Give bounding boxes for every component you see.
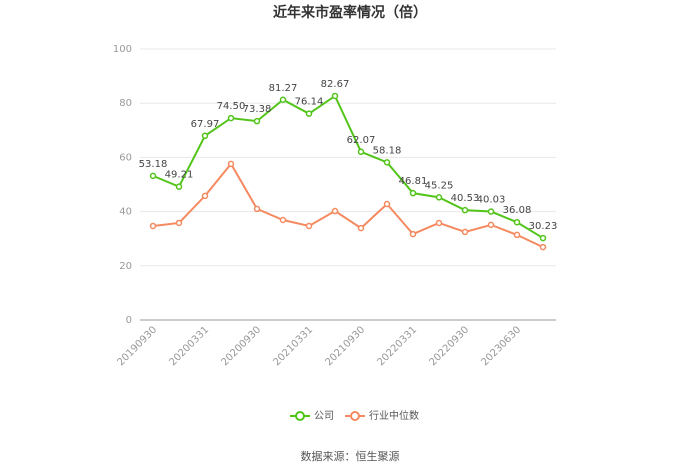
data-label: 40.53 <box>451 193 480 204</box>
point <box>357 224 365 232</box>
point <box>305 222 313 230</box>
point <box>435 194 443 201</box>
y-tick-label: 80 <box>119 98 132 109</box>
y-tick-label: 60 <box>119 152 132 163</box>
x-tick-label: 20220930 <box>427 324 471 368</box>
chart-title: 近年来市盈率情况（倍） <box>273 4 427 21</box>
data-label: 45.25 <box>425 180 454 191</box>
point <box>331 92 339 100</box>
x-tick-label: 20200930 <box>219 324 263 368</box>
y-tick-label: 40 <box>119 207 132 218</box>
legend-marker <box>295 411 305 421</box>
data-label: 49.21 <box>165 170 194 181</box>
point <box>149 222 157 230</box>
point <box>539 234 547 242</box>
x-tick-label: 20190930 <box>115 324 159 368</box>
y-tick-label: 100 <box>113 44 132 55</box>
source: 数据来源：恒生聚源 <box>301 449 400 463</box>
data-label: 74.50 <box>217 101 246 112</box>
data-label: 36.08 <box>503 205 532 216</box>
point <box>227 160 235 168</box>
point <box>227 114 235 122</box>
point <box>331 207 339 215</box>
y-tick-label: 20 <box>119 261 132 272</box>
data-label: 30.23 <box>529 221 558 232</box>
data-label: 40.03 <box>477 195 506 206</box>
series-line <box>152 94 544 239</box>
point <box>175 219 183 227</box>
point <box>409 189 417 197</box>
data-label: 76.14 <box>295 97 324 108</box>
point <box>279 216 287 224</box>
point <box>201 192 209 200</box>
x-tick-label: 20220331 <box>375 324 419 368</box>
point <box>357 148 365 156</box>
data-label: 58.18 <box>373 145 402 156</box>
data-label: 53.18 <box>139 159 168 170</box>
data-label: 81.27 <box>269 83 298 94</box>
x-tick-label: 20210930 <box>323 324 367 368</box>
point <box>409 230 417 238</box>
point <box>487 208 495 215</box>
point <box>461 228 469 236</box>
point <box>383 159 391 166</box>
point <box>175 183 183 190</box>
point <box>201 132 209 140</box>
point <box>253 205 261 213</box>
data-label: 67.97 <box>191 119 220 130</box>
data-label: 82.67 <box>321 79 350 90</box>
point <box>487 221 495 229</box>
x-tick-label: 20200331 <box>167 324 211 368</box>
legend-marker <box>350 411 360 421</box>
y-tick-label: 0 <box>126 315 132 326</box>
point <box>461 206 469 214</box>
point <box>513 231 521 239</box>
data-label: 73.38 <box>243 104 272 115</box>
point <box>253 117 261 125</box>
x-tick-label: 20210331 <box>271 324 315 368</box>
data-label: 46.81 <box>399 176 428 187</box>
series-line <box>152 162 544 249</box>
point <box>513 218 521 226</box>
point <box>305 110 313 117</box>
point <box>539 243 547 251</box>
x-tick-label: 20230630 <box>479 324 523 368</box>
legend-label: 公司 <box>314 411 334 422</box>
point <box>279 96 287 104</box>
data-label: 62.07 <box>347 135 376 146</box>
point <box>383 200 391 208</box>
legend-label: 行业中位数 <box>369 409 419 422</box>
point <box>435 219 443 227</box>
point <box>149 172 157 180</box>
